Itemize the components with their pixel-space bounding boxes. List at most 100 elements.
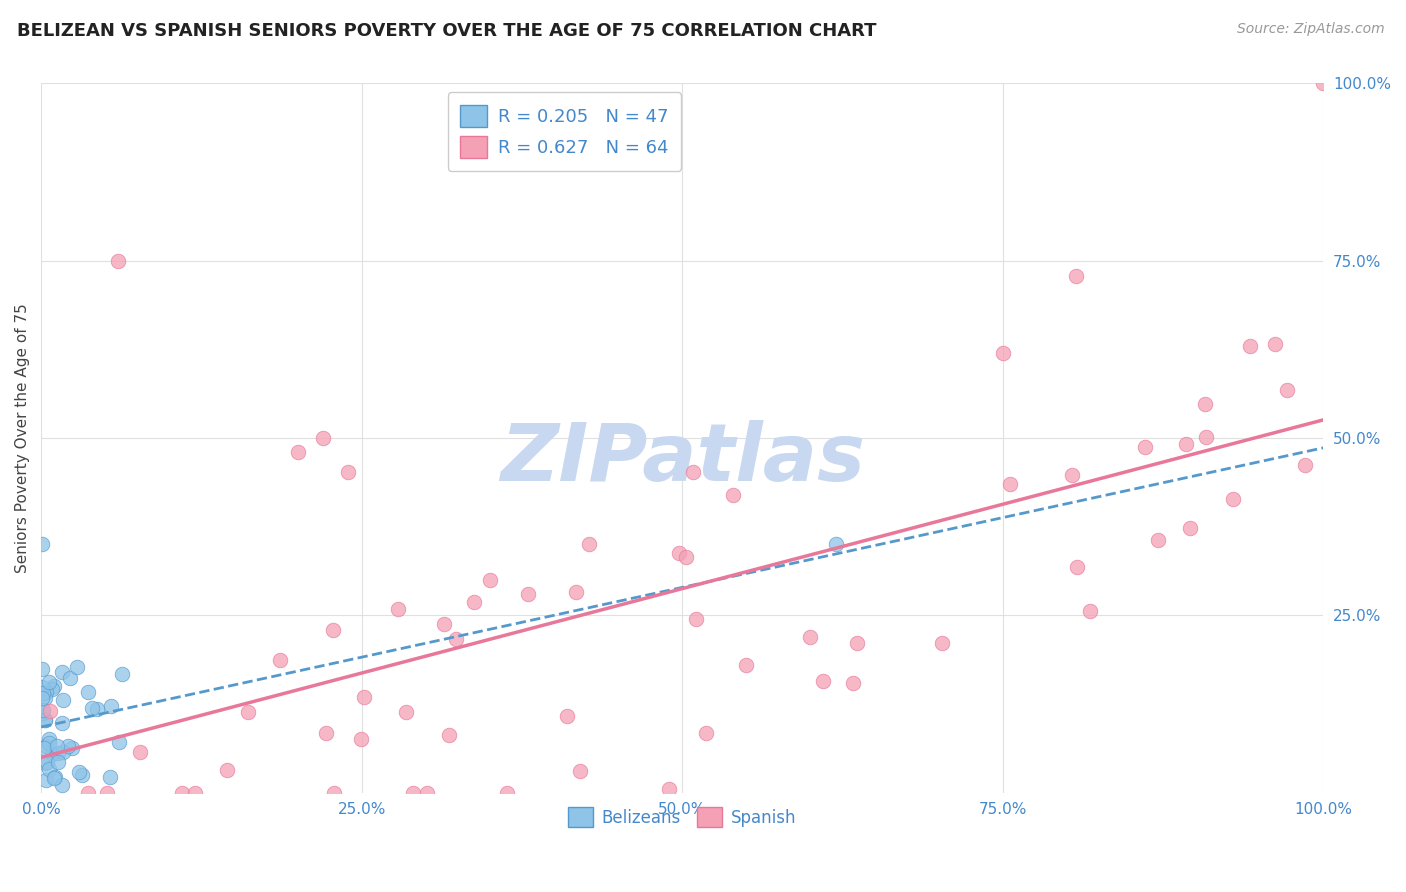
Point xyxy=(1060,468,1083,483)
Point xyxy=(44,771,66,785)
Point xyxy=(41,747,63,762)
Point xyxy=(35,739,58,754)
Point xyxy=(658,782,681,797)
Point xyxy=(825,537,848,551)
Point xyxy=(1066,560,1088,574)
Point xyxy=(322,623,344,637)
Point xyxy=(96,786,118,800)
Point xyxy=(416,786,439,800)
Point xyxy=(46,755,69,769)
Point xyxy=(565,585,588,599)
Point xyxy=(51,778,73,792)
Point xyxy=(1222,491,1244,506)
Point xyxy=(31,537,53,551)
Point xyxy=(496,786,519,800)
Point xyxy=(433,616,456,631)
Text: ZIPatlas: ZIPatlas xyxy=(499,420,865,499)
Point xyxy=(315,726,337,740)
Point xyxy=(56,739,79,753)
Point xyxy=(32,703,55,717)
Legend: Belizeans, Spanish: Belizeans, Spanish xyxy=(561,800,803,834)
Point xyxy=(337,465,360,479)
Point xyxy=(1066,269,1088,284)
Point xyxy=(34,756,56,771)
Point xyxy=(60,741,83,756)
Point xyxy=(1294,458,1316,472)
Point xyxy=(1264,337,1286,351)
Point xyxy=(931,636,953,650)
Point xyxy=(721,488,744,502)
Y-axis label: Seniors Poverty Over the Age of 75: Seniors Poverty Over the Age of 75 xyxy=(15,303,30,573)
Point xyxy=(34,713,56,727)
Point xyxy=(236,705,259,719)
Point xyxy=(31,680,53,694)
Point xyxy=(287,445,309,459)
Point xyxy=(76,685,98,699)
Point xyxy=(517,587,540,601)
Point xyxy=(555,708,578,723)
Point xyxy=(1174,437,1197,451)
Point xyxy=(100,698,122,713)
Point xyxy=(215,764,238,778)
Point xyxy=(1133,440,1156,454)
Text: BELIZEAN VS SPANISH SENIORS POVERTY OVER THE AGE OF 75 CORRELATION CHART: BELIZEAN VS SPANISH SENIORS POVERTY OVER… xyxy=(17,22,876,40)
Point xyxy=(31,685,53,699)
Point xyxy=(52,693,75,707)
Point xyxy=(578,536,600,550)
Point xyxy=(1194,397,1216,411)
Point xyxy=(108,735,131,749)
Point xyxy=(682,466,704,480)
Point xyxy=(58,671,80,685)
Point xyxy=(172,786,194,800)
Point xyxy=(668,546,690,560)
Point xyxy=(51,665,73,680)
Point xyxy=(72,768,94,782)
Point xyxy=(111,667,134,681)
Point xyxy=(1195,430,1218,444)
Point xyxy=(52,745,75,759)
Point xyxy=(51,715,73,730)
Point xyxy=(401,786,423,800)
Point xyxy=(184,786,207,800)
Point xyxy=(107,253,129,268)
Point xyxy=(46,746,69,760)
Point xyxy=(44,679,66,693)
Point xyxy=(1312,77,1334,91)
Point xyxy=(82,700,104,714)
Point xyxy=(38,762,60,776)
Point xyxy=(41,681,63,696)
Point xyxy=(675,549,697,564)
Point xyxy=(1178,521,1201,535)
Point xyxy=(38,674,60,689)
Point xyxy=(38,731,60,746)
Point xyxy=(45,739,67,754)
Point xyxy=(1078,604,1101,618)
Point xyxy=(846,636,869,650)
Point xyxy=(1239,339,1261,353)
Point xyxy=(35,755,58,769)
Point xyxy=(387,602,409,616)
Point xyxy=(34,690,56,705)
Point xyxy=(38,735,60,749)
Point xyxy=(323,786,346,800)
Point xyxy=(67,764,90,779)
Point xyxy=(568,764,591,779)
Point xyxy=(31,706,53,721)
Point xyxy=(350,732,373,747)
Point xyxy=(735,658,758,673)
Point xyxy=(685,612,707,626)
Point xyxy=(799,630,821,644)
Point xyxy=(86,702,108,716)
Point xyxy=(811,673,834,688)
Point xyxy=(44,770,66,784)
Point xyxy=(39,704,62,718)
Point xyxy=(1275,383,1298,397)
Point xyxy=(32,741,55,756)
Point xyxy=(437,728,460,742)
Point xyxy=(1147,533,1170,548)
Point xyxy=(35,685,58,699)
Point xyxy=(991,346,1014,360)
Point xyxy=(77,786,100,800)
Point xyxy=(98,770,121,784)
Point xyxy=(31,662,53,676)
